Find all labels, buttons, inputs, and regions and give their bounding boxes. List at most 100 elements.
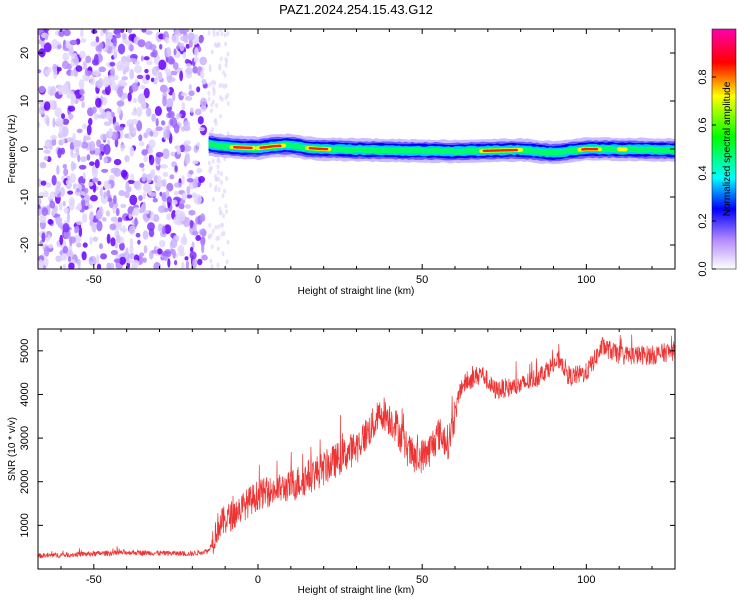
spectrogram-noise-blob [189,251,197,260]
spectrogram-noise-blob [70,53,76,60]
spectrogram-noise-blob [212,29,216,35]
spectrogram-noise-blob [59,234,64,246]
spectrogram-noise-blob [151,249,158,254]
spectrogram-noise-blob [143,155,148,163]
spectrogram-noise-blob [96,139,102,148]
spectrogram-noise-blob [124,191,130,199]
spectrogram-noise-blob [74,225,80,233]
spectrogram-noise-blob [199,213,206,222]
spectrogram-noise-blob [224,83,228,89]
spectrogram-noise-blob [93,112,99,120]
spectrogram-noise-blob [83,194,90,204]
spectrogram-x-tick-label: 50 [416,274,428,286]
spectrogram-noise-blob [91,222,97,233]
spectrogram-noise-blob [38,198,42,205]
spectrogram-noise-blob [46,181,52,188]
spectrogram-noise-blob [110,237,116,247]
spectrogram-noise-blob [38,259,44,269]
spectrogram-noise-blob [139,162,145,168]
spectrogram-noise-blob [177,210,186,222]
spectrogram-noise-blob [47,234,51,241]
spectrogram-noise-blob [42,190,49,198]
spectrogram-noise-blob [128,253,136,260]
spectrogram-noise-blob [96,254,100,265]
spectrogram-noise-blob [180,92,188,97]
spectrogram-noise-blob [185,260,190,269]
spectrogram-noise-blob [106,233,111,245]
spectrogram-noise-blob [66,212,71,224]
spectrogram-noise-blob [103,191,107,199]
spectrogram-noise-blob [192,230,199,236]
spectrogram-noise-blob [62,264,67,269]
spectrogram-noise-blob [184,140,191,145]
spectrogram-noise-blob [177,244,185,254]
spectrogram-noise-blob [181,261,185,269]
spectrogram-noise-blob [141,101,147,110]
spectrogram-noise-blob [51,174,57,186]
spectrogram-noise-blob [121,76,129,81]
spectrogram-noise-blob [43,149,51,154]
spectrogram-panel: -50 0 50 100 -20 -10 0 10 20 Height of straight … [7,28,676,297]
spectrogram-noise-blob [138,134,143,142]
spectrogram-noise-blob [81,213,88,223]
spectrogram-noise-blob [184,145,192,152]
spectrogram-noise-blob [186,185,191,195]
spectrogram-noise-blob [178,203,185,210]
spectrogram-noise-blob [162,171,169,178]
spectrogram-noise-blob [110,216,119,222]
spectrogram-noise-blob [92,236,99,242]
spectrogram-noise-blob [38,69,42,74]
spectrogram-noise-blob [117,106,122,116]
spectrogram-noise-blob [196,142,201,147]
spectrogram-noise-blob [189,246,194,253]
spectrogram-noise-blob [141,29,147,33]
spectrogram-noise-blob [172,248,176,259]
spectrogram-noise-blob [84,187,89,194]
spectrogram-noise-blob [129,68,135,80]
spectrogram-noise-blob [179,29,187,35]
spectrogram-noise-blob [91,106,97,114]
spectrogram-noise-blob [137,93,146,105]
spectrogram-noise-blob [188,84,192,91]
spectrogram-noise-blob [79,50,86,59]
spectrogram-noise-blob [209,258,213,264]
spectrogram-ridge-peak [594,147,599,151]
spectrogram-noise-blob [188,209,196,216]
spectrogram-noise-blob [214,224,218,230]
spectrogram-noise-blob [90,40,98,47]
spectrogram-noise-blob [91,177,99,183]
spectrogram-noise-blob [170,238,178,249]
spectrogram-noise-blob [68,105,76,112]
spectrogram-noise-blob [50,135,58,140]
spectrogram-noise-blob [188,90,195,97]
spectrogram-noise-blob [159,43,163,50]
spectrogram-noise-blob [186,177,194,183]
spectrogram-noise-blob [127,179,136,185]
spectrogram-noise-blob [115,33,121,39]
spectrogram-noise-blob [58,29,65,38]
spectrogram-noise-blob [162,178,167,188]
spectrogram-ridge-hotspot [622,147,628,152]
spectrogram-noise-blob [108,128,113,138]
spectrogram-noise-blob [80,141,89,149]
spectrogram-noise-blob [216,164,220,170]
spectrogram-noise-blob [62,163,68,169]
spectrogram-noise-blob [138,208,145,214]
spectrogram-noise-blob [98,66,106,73]
spectrogram-noise-blob [167,201,171,209]
spectrogram-noise-blob [164,224,172,235]
spectrogram-noise-blob [78,79,85,90]
spectrogram-noise-blob [148,228,155,238]
spectrogram-noise-blob [87,181,94,187]
spectrogram-noise-blob [75,148,80,156]
colorbar-tick-label: 0.8 [697,69,709,84]
spectrogram-noise-blob [219,179,223,185]
spectrogram-noise-blob [118,221,123,227]
spectrogram-noise-blob [111,48,119,54]
spectrogram-noise-blob [196,86,201,93]
spectrogram-noise-blob [226,100,230,106]
spectrogram-noise-blob [144,68,149,74]
spectrogram-noise-blob [49,200,56,209]
spectrogram-noise-blob [166,213,172,221]
spectrogram-noise-blob [207,90,211,96]
